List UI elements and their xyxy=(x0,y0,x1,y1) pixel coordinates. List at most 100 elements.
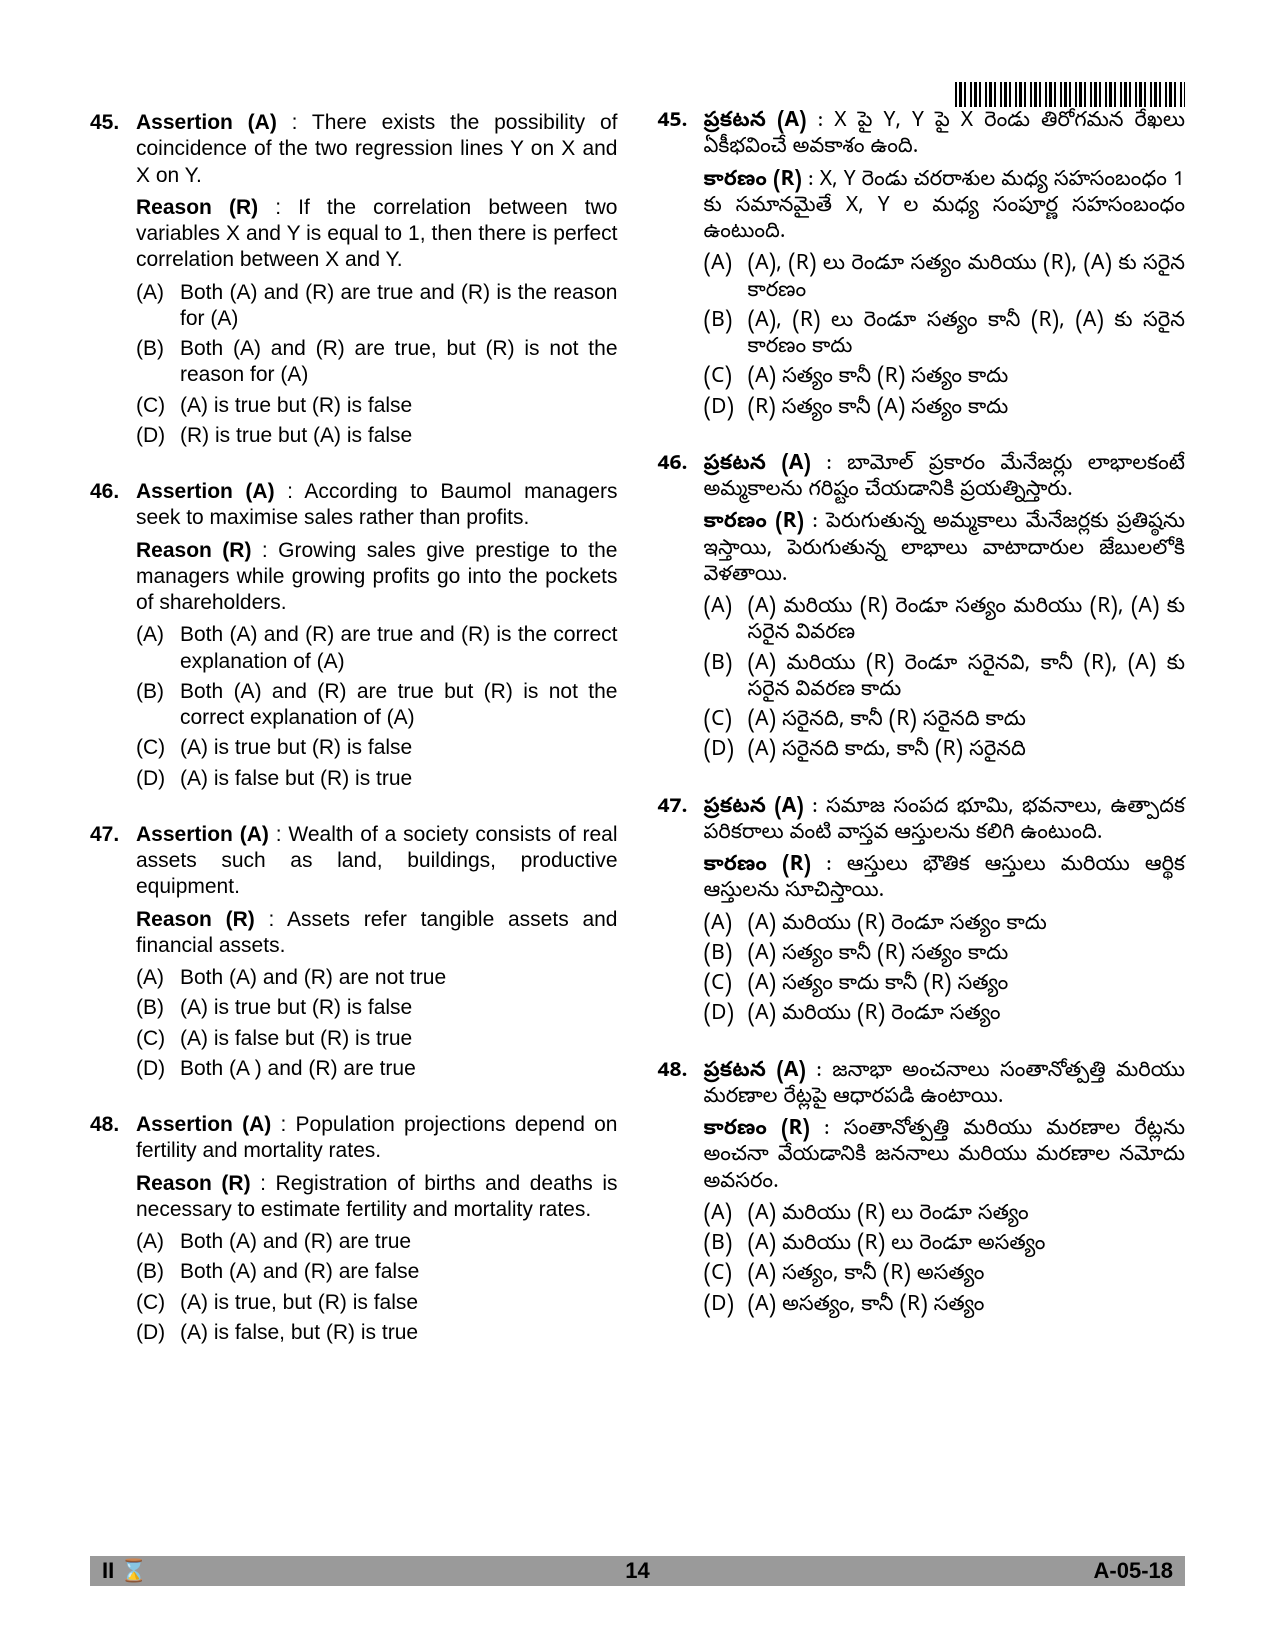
option-row: (B)(A) మరియు (R) లు రెండూ అసత్యం xyxy=(704,1233,1186,1259)
option-text: (A), (R) లు రెండూ సత్యం కానీ (R), (A) కు… xyxy=(748,310,1186,363)
reason-label: Reason (R) xyxy=(136,1172,251,1195)
question-block: 47.ప్రకటన (A) : సమాజ సంపద భూమి, భవనాలు, … xyxy=(658,796,1186,1034)
option-key: (C) xyxy=(704,1263,748,1289)
reason-label: కారణం (R) xyxy=(704,168,802,196)
option-key: (D) xyxy=(704,1294,748,1320)
option-row: (B)(A) మరియు (R) రెండూ సరైనవి, కానీ (R),… xyxy=(704,653,1186,706)
option-key: (C) xyxy=(704,366,748,392)
option-text: (A) సత్యం కాదు కానీ (R) సత్యం xyxy=(748,973,1186,999)
option-row: (B)Both (A) and (R) are false xyxy=(136,1259,618,1285)
option-text: (A) మరియు (R) రెండూ సరైనవి, కానీ (R), (A… xyxy=(748,653,1186,706)
option-row: (C)(A) is true but (R) is false xyxy=(136,735,618,761)
option-key: (A) xyxy=(136,1229,180,1255)
option-text: Both (A) and (R) are true but (R) is not… xyxy=(180,679,618,732)
option-key: (D) xyxy=(136,1320,180,1346)
option-text: Both (A) and (R) are true and (R) is the… xyxy=(180,280,618,333)
option-row: (A)Both (A) and (R) are true and (R) is … xyxy=(136,280,618,333)
question-block: 45.ప్రకటన (A) : X పై Y, Y పై X రెండు తిర… xyxy=(658,110,1186,427)
option-text: Both (A) and (R) are not true xyxy=(180,965,618,991)
option-key: (A) xyxy=(704,253,748,306)
option-key: (D) xyxy=(136,423,180,449)
option-row: (D)(A) మరియు (R) రెండూ సత్యం xyxy=(704,1003,1186,1029)
page-number: 14 xyxy=(625,1557,649,1585)
option-row: (D)(R) is true but (A) is false xyxy=(136,423,618,449)
option-key: (A) xyxy=(704,913,748,939)
option-text: (R) is true but (A) is false xyxy=(180,423,618,449)
reason-label: కారణం (R) xyxy=(704,1117,810,1145)
assertion-label: Assertion (A) xyxy=(136,111,277,134)
options-list: (A)Both (A) and (R) are true and (R) is … xyxy=(136,280,618,450)
question-body: ప్రకటన (A) : X పై Y, Y పై X రెండు తిరోగమ… xyxy=(704,110,1186,427)
option-text: (A) is false, but (R) is true xyxy=(180,1320,618,1346)
option-text: (A) సత్యం, కానీ (R) అసత్యం xyxy=(748,1263,1186,1289)
option-key: (C) xyxy=(704,709,748,735)
option-row: (D)(A) is false, but (R) is true xyxy=(136,1320,618,1346)
option-key: (A) xyxy=(704,596,748,649)
question-body: Assertion (A) : There exists the possibi… xyxy=(136,110,618,453)
option-key: (C) xyxy=(136,1026,180,1052)
option-key: (B) xyxy=(136,336,180,389)
assertion-line: Assertion (A) : There exists the possibi… xyxy=(136,110,618,189)
option-row: (D)(A) is false but (R) is true xyxy=(136,766,618,792)
question-body: Assertion (A) : According to Baumol mana… xyxy=(136,479,618,796)
option-text: Both (A) and (R) are false xyxy=(180,1259,618,1285)
reason-line: Reason (R) : Assets refer tangible asset… xyxy=(136,907,618,960)
option-row: (A)Both (A) and (R) are true xyxy=(136,1229,618,1255)
option-key: (D) xyxy=(136,766,180,792)
option-text: Both (A) and (R) are true, but (R) is no… xyxy=(180,336,618,389)
option-row: (C)(A) సత్యం కానీ (R) సత్యం కాదు xyxy=(704,366,1186,392)
option-row: (C)(A) is false but (R) is true xyxy=(136,1026,618,1052)
option-key: (B) xyxy=(704,1233,748,1259)
option-row: (C)(A) is true, but (R) is false xyxy=(136,1290,618,1316)
assertion-label: Assertion (A) xyxy=(136,823,269,846)
option-key: (B) xyxy=(136,995,180,1021)
option-key: (C) xyxy=(136,393,180,419)
option-text: (A) is false but (R) is true xyxy=(180,1026,618,1052)
reason-line: Reason (R) : Growing sales give prestige… xyxy=(136,538,618,617)
assertion-line: ప్రకటన (A) : జనాభా అంచనాలు సంతానోత్పత్తి… xyxy=(704,1060,1186,1113)
option-text: (A) సత్యం కానీ (R) సత్యం కాదు xyxy=(748,366,1186,392)
reason-line: Reason (R) : If the correlation between … xyxy=(136,195,618,274)
option-row: (C)(A) సత్యం కాదు కానీ (R) సత్యం xyxy=(704,973,1186,999)
reason-label: Reason (R) xyxy=(136,539,251,562)
option-text: (A) అసత్యం, కానీ (R) సత్యం xyxy=(748,1294,1186,1320)
question-body: Assertion (A) : Population projections d… xyxy=(136,1112,618,1350)
option-row: (A)(A) మరియు (R) లు రెండూ సత్యం xyxy=(704,1203,1186,1229)
option-row: (D)(R) సత్యం కానీ (A) సత్యం కాదు xyxy=(704,397,1186,423)
option-key: (B) xyxy=(136,1259,180,1285)
option-text: (A) మరియు (R) రెండూ సత్యం మరియు (R), (A)… xyxy=(748,596,1186,649)
option-text: (A) is false but (R) is true xyxy=(180,766,618,792)
option-text: (A) సరైనది, కానీ (R) సరైనది కాదు xyxy=(748,709,1186,735)
options-list: (A)Both (A) and (R) are true and (R) is … xyxy=(136,622,618,792)
question-number: 46. xyxy=(658,453,704,770)
option-row: (A)(A) మరియు (R) రెండూ సత్యం మరియు (R), … xyxy=(704,596,1186,649)
assertion-label: ప్రకటన (A) xyxy=(704,109,807,137)
reason-line: కారణం (R) : ఆస్తులు భౌతిక ఆస్తులు మరియు … xyxy=(704,854,1186,907)
question-block: 48.ప్రకటన (A) : జనాభా అంచనాలు సంతానోత్పత… xyxy=(658,1060,1186,1324)
option-text: Both (A) and (R) are true and (R) is the… xyxy=(180,622,618,675)
barcode-strip xyxy=(955,82,1185,107)
option-key: (C) xyxy=(136,735,180,761)
question-number: 48. xyxy=(658,1060,704,1324)
question-number: 46. xyxy=(90,479,136,796)
option-row: (B)Both (A) and (R) are true but (R) is … xyxy=(136,679,618,732)
option-row: (B)(A) సత్యం కానీ (R) సత్యం కాదు xyxy=(704,943,1186,969)
option-key: (D) xyxy=(704,397,748,423)
right-column: 45.ప్రకటన (A) : X పై Y, Y పై X రెండు తిర… xyxy=(658,110,1186,1376)
options-list: (A)(A) మరియు (R) రెండూ సత్యం మరియు (R), … xyxy=(704,596,1186,766)
option-text: (A) మరియు (R) లు రెండూ అసత్యం xyxy=(748,1233,1186,1259)
assertion-label: Assertion (A) xyxy=(136,480,275,503)
option-row: (D)(A) సరైనది కాదు, కానీ (R) సరైనది xyxy=(704,739,1186,765)
question-body: Assertion (A) : Wealth of a society cons… xyxy=(136,822,618,1086)
option-key: (D) xyxy=(704,739,748,765)
option-text: Both (A ) and (R) are true xyxy=(180,1056,618,1082)
assertion-line: Assertion (A) : Population projections d… xyxy=(136,1112,618,1165)
question-block: 48.Assertion (A) : Population projection… xyxy=(90,1112,618,1350)
page-footer: II ⌛ 14 A-05-18 xyxy=(90,1556,1185,1586)
option-key: (A) xyxy=(136,965,180,991)
reason-line: కారణం (R) : పెరుగుతున్న అమ్మకాలు మేనేజర్… xyxy=(704,511,1186,590)
assertion-line: ప్రకటన (A) : బామోల్ ప్రకారం మేనేజర్లు లా… xyxy=(704,453,1186,506)
option-key: (D) xyxy=(704,1003,748,1029)
reason-line: కారణం (R) : X, Y రెండు చరరాశుల మధ్య సహసం… xyxy=(704,169,1186,248)
option-row: (C)(A) is true but (R) is false xyxy=(136,393,618,419)
